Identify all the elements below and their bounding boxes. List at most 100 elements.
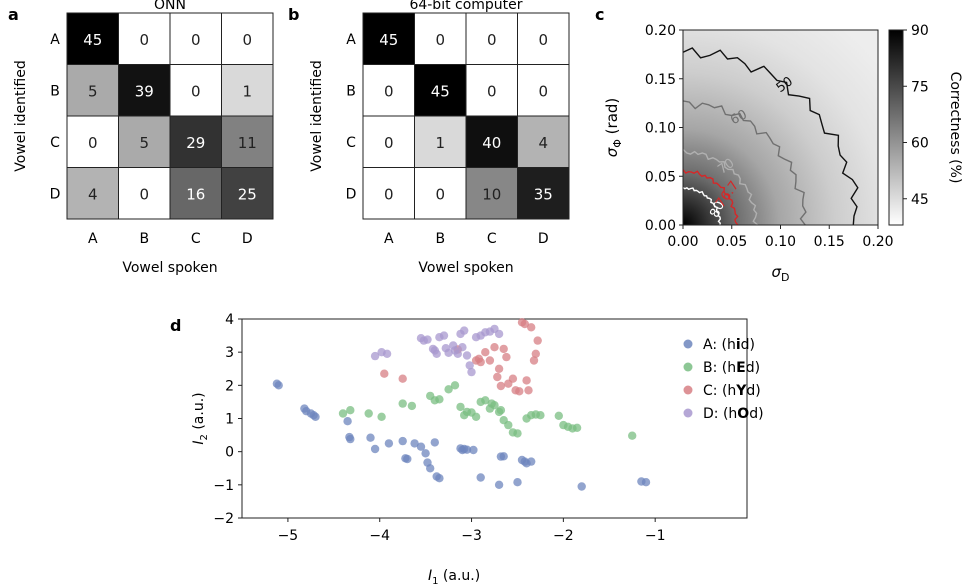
matrix-cell: [465, 12, 518, 65]
data-point: [499, 452, 508, 461]
matrix-cell-value: 1: [242, 82, 252, 100]
data-point: [641, 478, 651, 487]
contour-line: [683, 47, 859, 225]
matrix-cell: [118, 64, 171, 117]
panel-a-confusion-matrix-onn: ONN 45 0 0 0 5 39 0 1 0 5 29 11 4 0 16 25 A B C D A B C D Vowel s…: [13, 0, 274, 276]
matrix-cell-value: 0: [384, 82, 394, 100]
panel-label-c: c: [595, 5, 604, 24]
y-category-label: C: [346, 135, 356, 151]
data-point: [426, 464, 435, 473]
matrix-cell: [414, 12, 467, 65]
data-point: [494, 364, 504, 373]
colorbar-tick-label: 60: [911, 136, 929, 152]
data-point: [370, 351, 380, 361]
x-tick-label: 0.20: [862, 234, 893, 250]
matrix-cell-value: 0: [435, 31, 445, 49]
matrix-cell-value: 45: [379, 31, 398, 49]
data-point: [572, 423, 582, 432]
matrix-cell-value: 0: [384, 185, 394, 203]
matrix-cell: [517, 64, 570, 117]
data-point: [346, 406, 355, 415]
y-tick-label: 0.20: [645, 23, 676, 39]
data-point: [577, 482, 586, 491]
x-category-label: D: [242, 231, 253, 247]
matrix-cell-value: 40: [482, 134, 501, 152]
data-point: [476, 357, 485, 367]
legend-label: D: (hOd): [703, 406, 764, 422]
data-point: [384, 439, 394, 448]
x-axis-label: I1 (a.u.): [428, 568, 480, 585]
x-category-label: D: [538, 231, 549, 247]
data-point: [343, 417, 352, 426]
matrix-cell-value: 39: [135, 82, 154, 100]
data-point: [366, 433, 375, 442]
data-point: [522, 376, 531, 385]
series-group: [338, 381, 637, 440]
x-tick-label: −2: [553, 528, 574, 544]
data-point: [410, 439, 419, 448]
matrix-cell-value: 1: [435, 134, 445, 152]
matrix-cell: [517, 12, 570, 65]
contour-label: 60: [728, 107, 750, 128]
data-point: [536, 411, 545, 420]
y-tick-label: 0.15: [645, 72, 676, 88]
y-tick-label: 1: [225, 412, 234, 428]
matrix-cell: [465, 115, 518, 168]
matrix-cell: [66, 12, 119, 65]
x-tick-label: 0.10: [765, 234, 796, 250]
y-axis-label: Vowel identified: [309, 60, 325, 171]
data-point: [338, 409, 348, 418]
data-point: [370, 444, 380, 454]
matrix-cell: [362, 12, 415, 65]
data-point: [485, 356, 495, 365]
data-point: [533, 336, 542, 345]
data-point: [444, 348, 453, 357]
matrix-cell: [362, 115, 415, 168]
legend-label: A: (hid): [703, 337, 755, 353]
matrix-cell: [465, 64, 518, 117]
x-tick-label: 0.15: [814, 234, 845, 250]
x-tick-label: 0.00: [667, 234, 698, 250]
data-point: [527, 457, 536, 466]
matrix-cell: [517, 115, 570, 168]
matrix-cell-value: 0: [139, 31, 149, 49]
contour-line: [683, 148, 759, 225]
matrix-cell-value: 0: [191, 31, 201, 49]
matrix-cell-value: 10: [482, 185, 501, 203]
data-point: [554, 411, 563, 420]
data-point: [529, 356, 539, 365]
data-point: [513, 478, 522, 487]
contour-line: [683, 100, 807, 225]
matrix-title: 64-bit computer: [409, 0, 522, 13]
data-point: [421, 449, 430, 458]
y-tick-label: 3: [225, 345, 234, 361]
data-point: [382, 349, 392, 358]
matrix-cell-value: 0: [384, 134, 394, 152]
matrix-cell-value: 16: [186, 185, 205, 203]
y-tick-label: −2: [213, 511, 234, 527]
y-category-label: B: [50, 83, 60, 99]
data-point: [490, 343, 499, 352]
data-point: [435, 474, 444, 483]
matrix-cell-value: 0: [538, 82, 548, 100]
contour-label: 80: [707, 199, 728, 220]
legend-marker: [683, 339, 693, 349]
x-category-label: C: [487, 231, 497, 247]
data-point: [469, 445, 478, 455]
x-axis-label: σD: [772, 263, 790, 284]
panel-label-a: a: [8, 5, 19, 24]
data-point: [456, 402, 465, 412]
matrix-cell: [221, 64, 274, 117]
data-point: [403, 454, 412, 464]
data-point: [481, 396, 490, 405]
y-tick-label: 0.10: [645, 121, 676, 137]
contour-line: [683, 186, 722, 225]
matrix-cell-value: 5: [139, 134, 149, 152]
data-point: [364, 409, 373, 418]
x-category-label: B: [435, 231, 445, 247]
matrix-cell: [414, 64, 467, 117]
x-tick-label: −1: [645, 528, 666, 544]
data-point: [527, 323, 536, 332]
panel-label-d: d: [170, 316, 181, 335]
